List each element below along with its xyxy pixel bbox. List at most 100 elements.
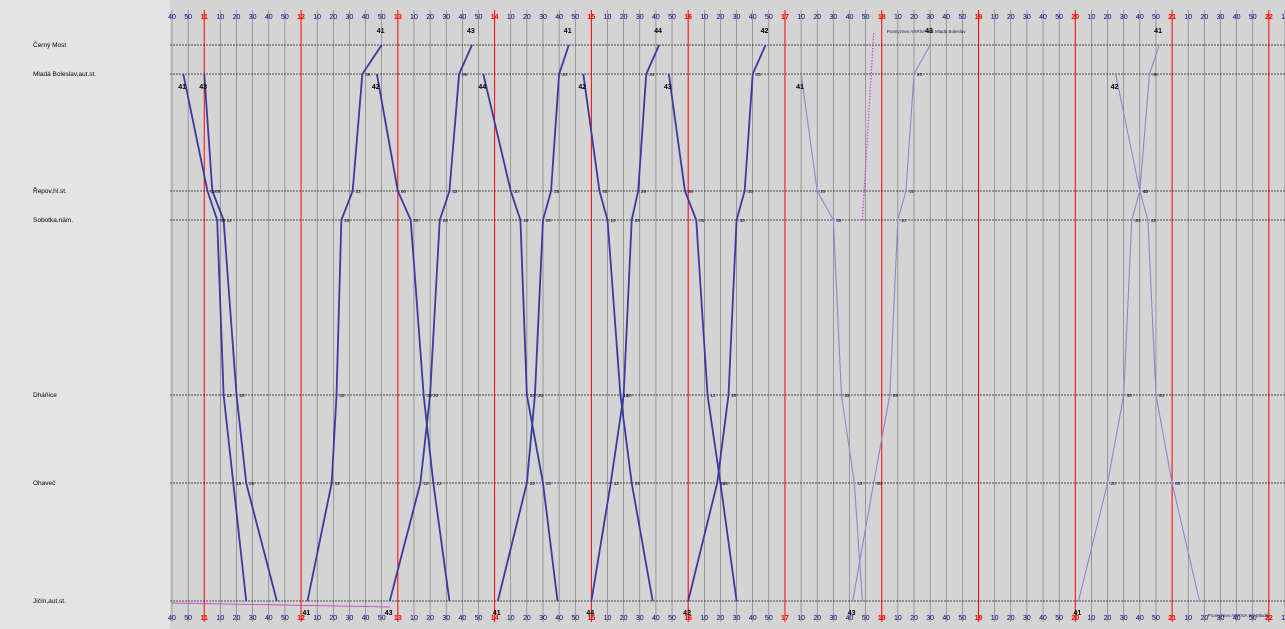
tick-bottom: 13 <box>394 615 402 622</box>
stop-name: Ohaveč <box>33 480 56 487</box>
stop-minute-label: 12 <box>614 481 620 486</box>
stop-minute-label: 45 <box>1151 218 1157 223</box>
stop-minute-label: 40 <box>1143 189 1149 194</box>
trip-line[interactable] <box>482 73 559 602</box>
tick-top: 20 <box>1104 14 1112 21</box>
stop-name: Jičín,aut.st. <box>33 598 66 605</box>
trip-line[interactable] <box>687 44 767 602</box>
trip-line[interactable] <box>1077 44 1160 602</box>
tick-top: 20 <box>620 14 628 21</box>
trip-number-label: 43 <box>199 84 207 91</box>
tick-bottom: 10 <box>894 615 902 622</box>
trip-number-label: 44 <box>478 84 486 91</box>
tick-top: 22 <box>1265 14 1273 21</box>
trip-number-label: 41 <box>796 84 804 91</box>
tick-top: 30 <box>346 14 354 21</box>
stop-minute-label: 50 <box>1159 393 1165 398</box>
stop-minute-label: 05 <box>699 218 705 223</box>
trip-line[interactable] <box>1115 73 1201 602</box>
trip-line[interactable] <box>496 44 570 602</box>
stop-minute-label: 00 <box>1175 481 1181 486</box>
trip-number-label-top: 41 <box>564 28 572 35</box>
tick-top: 20 <box>813 14 821 21</box>
tick-bottom: 20 <box>1200 615 1208 622</box>
trip-number-label-top: 42 <box>761 28 769 35</box>
trip-number-label: 41 <box>302 610 310 617</box>
stop-minute-label: 12 <box>227 218 233 223</box>
trip-number-label-top: 41 <box>1154 28 1162 35</box>
stop-minute-label: 30 <box>546 481 552 486</box>
tick-top: 20 <box>910 14 918 21</box>
tick-bottom: 30 <box>442 615 450 622</box>
trip-labels: 0208121841051220264338322522194141000816… <box>178 28 1180 617</box>
tick-top: 50 <box>281 14 289 21</box>
tick-top: 40 <box>846 14 854 21</box>
tick-bottom: 12 <box>297 615 305 622</box>
stop-minute-label: 20 <box>627 393 633 398</box>
tick-top: 30 <box>1023 14 1031 21</box>
stop-minute-label: 10 <box>514 189 520 194</box>
tick-bottom: 30 <box>926 615 934 622</box>
stop-minute-label: 25 <box>732 393 738 398</box>
time-grid <box>171 10 1285 622</box>
tick-bottom: 10 <box>313 615 321 622</box>
stop-name: Dháňice <box>33 392 57 399</box>
tick-bottom: 20 <box>233 615 241 622</box>
tick-top: 10 <box>507 14 515 21</box>
tick-top: 10 <box>1088 14 1096 21</box>
trip-line[interactable] <box>182 73 248 602</box>
annotation-note: Promyznes ARRIVA SČ Mladá <box>1208 612 1269 618</box>
stop-name: Mladá Boleslav,aut.st. <box>33 71 96 78</box>
sidebar-background <box>0 0 170 629</box>
tick-top: 50 <box>958 14 966 21</box>
stop-minute-label: 26 <box>443 218 449 223</box>
stop-minute-label: 20 <box>530 393 536 398</box>
stop-minute-label: 12 <box>227 393 233 398</box>
stop-name: Řepov,hl.st. <box>33 186 67 195</box>
stop-minute-label: 32 <box>452 189 458 194</box>
trip-line[interactable] <box>375 73 451 602</box>
tick-top: 40 <box>1233 14 1241 21</box>
trip-line[interactable] <box>306 44 383 602</box>
tick-top: 40 <box>1136 14 1144 21</box>
stop-minute-label: 40 <box>1143 189 1149 194</box>
trip-line[interactable] <box>590 44 660 602</box>
stop-minute-label: 30 <box>740 218 746 223</box>
tick-bottom: 11 <box>201 615 209 622</box>
tick-bottom: 40 <box>555 615 563 622</box>
tick-bottom: 40 <box>1233 615 1241 622</box>
stop-minute-label: 08 <box>414 218 420 223</box>
tick-top: 10 <box>1184 14 1192 21</box>
stop-minute-label: 26 <box>249 481 255 486</box>
tick-bottom: 10 <box>1088 615 1096 622</box>
tick-bottom: 50 <box>184 615 192 622</box>
stop-minute-label: 05 <box>215 189 221 194</box>
stop-minute-label: 19 <box>335 481 341 486</box>
trip-line[interactable] <box>852 44 931 602</box>
tick-top: 30 <box>636 14 644 21</box>
annotation-note: Promyznes ARRIVA SČ Mladá Boleslav <box>887 28 967 34</box>
tick-bottom: 10 <box>1184 615 1192 622</box>
tick-bottom: 20 <box>620 615 628 622</box>
tick-bottom: 30 <box>1217 615 1225 622</box>
trip-line[interactable] <box>388 44 473 602</box>
stop-minute-label: 05 <box>602 189 608 194</box>
stop-minute-label: 14 <box>423 481 429 486</box>
trip-line[interactable] <box>582 73 654 602</box>
annotation-notes: Promyznes ARRIVA SČ Mladá Boleslav Promyz… <box>887 28 1269 618</box>
tick-bottom: 14 <box>491 615 499 622</box>
trip-line[interactable] <box>667 73 738 602</box>
tick-top: 20 <box>1200 14 1208 21</box>
tick-top: 50 <box>1152 14 1160 21</box>
trip-line[interactable] <box>800 73 863 602</box>
tick-top: 10 <box>894 14 902 21</box>
stop-minute-label: 40 <box>562 72 568 77</box>
tick-bottom: 18 <box>878 615 886 622</box>
tick-top: 20 <box>523 14 531 21</box>
stop-minute-label: 05 <box>893 393 899 398</box>
tick-top: 30 <box>1217 14 1225 21</box>
tick-top: 21 <box>1168 14 1176 21</box>
trip-line[interactable] <box>203 73 278 602</box>
stop-minute-label: 22 <box>340 393 346 398</box>
trip-lines[interactable] <box>171 32 1201 608</box>
